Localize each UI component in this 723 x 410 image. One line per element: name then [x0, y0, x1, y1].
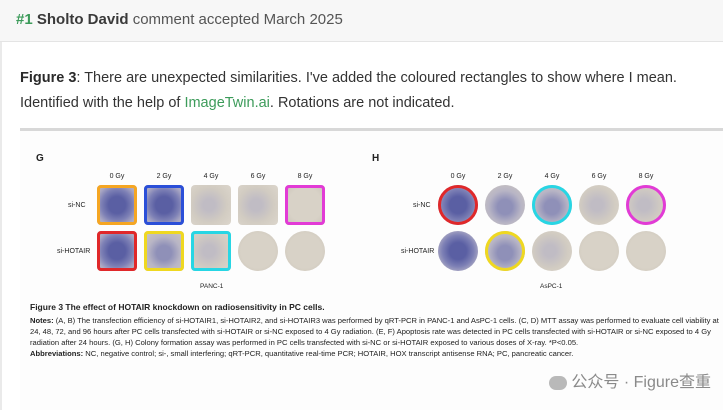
- comment-header-text: #1 Sholto David comment accepted March 2…: [16, 11, 343, 28]
- panel-h-dose-8: 8 Gy: [638, 173, 654, 180]
- colony-dish: [97, 231, 137, 271]
- colony-dish: [238, 231, 278, 271]
- caption-abbreviations: NC, negative control; si-, small interfe…: [85, 349, 574, 358]
- comment-text-after: . Rotations are not indicated.: [269, 95, 455, 111]
- panel-h-dose-4: 4 Gy: [544, 173, 560, 180]
- caption-title: Figure 3 The effect of HOTAIR knockdown …: [30, 302, 325, 312]
- figure-reference: Figure 3: [20, 70, 77, 86]
- comment-number[interactable]: #1: [16, 11, 33, 28]
- colony-dish: [579, 231, 619, 271]
- colony-dish: [532, 185, 572, 225]
- colony-dish: [532, 231, 572, 271]
- caption-abbr-label: Abbreviations:: [30, 349, 84, 358]
- panel-g-dose-8: 8 Gy: [297, 173, 313, 180]
- panel-h-row-label-hotair: si-HOTAIR: [401, 248, 435, 255]
- panel-h-row-label-nc: si-NC: [413, 202, 431, 209]
- panel-g-dose-6: 6 Gy: [250, 173, 266, 180]
- comment-left-rule: [0, 42, 2, 410]
- panel-h-subtitle: AsPC-1: [540, 283, 563, 290]
- imagetwin-link[interactable]: ImageTwin.ai: [184, 95, 270, 111]
- colony-dish: [285, 185, 325, 225]
- colony-dish: [191, 231, 231, 271]
- comment-author[interactable]: Sholto David: [36, 11, 129, 28]
- panel-g-dose-2: 2 Gy: [156, 173, 172, 180]
- panel-h-letter: H: [372, 153, 380, 164]
- colony-dish: [97, 185, 137, 225]
- colony-dish: [285, 231, 325, 271]
- figure-caption: Figure 3 The effect of HOTAIR knockdown …: [30, 302, 720, 359]
- panel-h-dose-2: 2 Gy: [497, 173, 513, 180]
- comment-header: #1 Sholto David comment accepted March 2…: [0, 0, 723, 42]
- panel-g-letter: G: [36, 153, 44, 164]
- comment-status: comment accepted March 2025: [132, 11, 343, 28]
- colony-dish: [579, 185, 619, 225]
- panel-g-row-label-hotair: si-HOTAIR: [57, 248, 91, 255]
- colony-dish: [626, 185, 666, 225]
- watermark-text: 公众号 · Figure查重: [571, 374, 711, 391]
- panel-g-dose-4: 4 Gy: [203, 173, 219, 180]
- caption-notes-label: Notes:: [30, 316, 54, 325]
- figure-image[interactable]: G 0 Gy 2 Gy 4 Gy 6 Gy 8 Gy si-NC si-HOTA…: [20, 128, 723, 410]
- wechat-watermark: 公众号 · Figure查重: [549, 368, 711, 392]
- panel-h-dose-0: 0 Gy: [450, 173, 466, 180]
- colony-dish: [626, 231, 666, 271]
- colony-dish: [485, 185, 525, 225]
- colony-dish: [144, 185, 184, 225]
- comment-text-before: : There are unexpected similarities. I'v…: [20, 70, 677, 111]
- colony-dish: [238, 185, 278, 225]
- wechat-icon: [549, 375, 568, 390]
- colony-dish: [438, 231, 478, 271]
- colony-dish: [485, 231, 525, 271]
- panel-g-row-label-nc: si-NC: [68, 202, 86, 209]
- colony-dish: [438, 185, 478, 225]
- colony-dish: [144, 231, 184, 271]
- comment-body: Figure 3: There are unexpected similarit…: [20, 66, 710, 116]
- panel-h-dose-6: 6 Gy: [591, 173, 607, 180]
- colony-dish: [191, 185, 231, 225]
- panel-g-subtitle: PANC-1: [200, 283, 224, 290]
- caption-notes: (A, B) The transfection efficiency of si…: [30, 316, 719, 347]
- panel-g-dose-0: 0 Gy: [109, 173, 125, 180]
